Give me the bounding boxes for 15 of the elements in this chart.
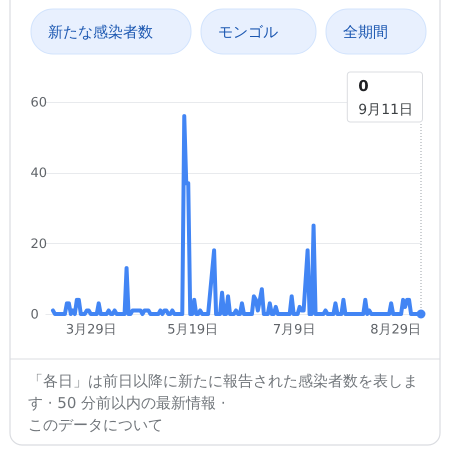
text: 新たな感染者数	[48, 23, 153, 41]
annotation: 9月11日	[358, 102, 414, 118]
text: このデータについて	[28, 416, 163, 434]
y-tick-label: 40	[30, 166, 48, 182]
x-tick-label: 8月29日	[370, 322, 422, 338]
text: モンゴル	[218, 23, 278, 41]
y-tick-label: 0	[30, 308, 39, 322]
x-tick-label: 3月29日	[66, 322, 117, 338]
y-tick-label: 20	[30, 236, 48, 252]
x-tick-label: 5月19日	[167, 322, 218, 338]
y-tick-label: 60	[30, 96, 48, 110]
x-tick-label: 7月9日	[272, 322, 316, 338]
text: 全期間	[343, 23, 388, 41]
text: 「各日」は前日以降に新たに報告された感染者数を表します · 50 分前以内の最新情報 ·	[28, 372, 418, 412]
text: 0	[358, 77, 369, 95]
